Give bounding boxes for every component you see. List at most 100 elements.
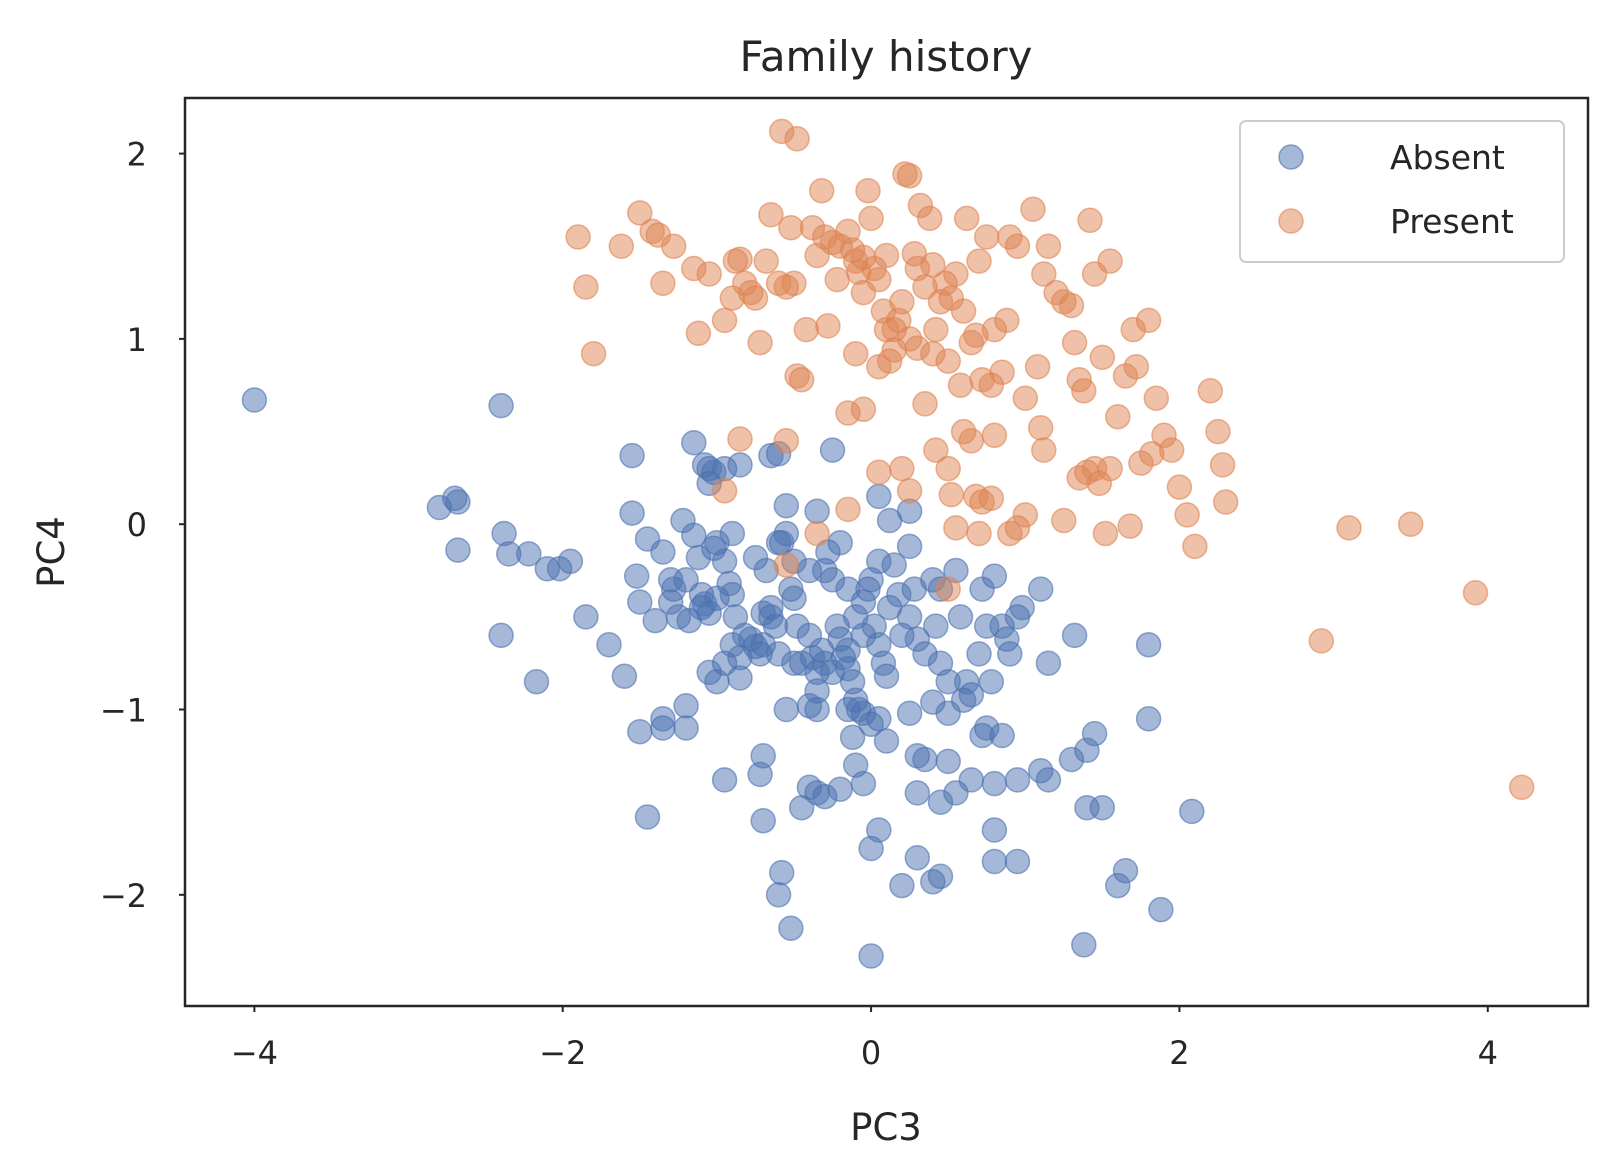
point-absent-23: [619, 442, 645, 469]
point-present-75: [973, 224, 1000, 250]
point-present-146: [1097, 455, 1123, 482]
point-absent-166: [896, 700, 923, 726]
point-present-1: [784, 126, 810, 152]
point-present-82: [1012, 385, 1039, 411]
x-axis-label: PC3: [850, 1106, 922, 1149]
point-absent-118: [1009, 594, 1035, 621]
point-present-113: [1212, 489, 1239, 515]
legend-marker-absent: [1278, 144, 1304, 170]
point-absent-135: [866, 548, 892, 575]
point-present-93: [1077, 207, 1103, 234]
point-present-150: [773, 428, 800, 454]
point-present-108: [1174, 502, 1200, 528]
point-absent-92: [873, 663, 900, 689]
point-absent-1: [488, 392, 514, 419]
point-absent-147: [804, 498, 830, 524]
point-absent-26: [627, 589, 653, 615]
point-present-109: [1182, 533, 1208, 560]
point-absent-213: [1112, 857, 1139, 884]
point-absent-177: [935, 748, 961, 775]
point-absent-198: [788, 794, 815, 821]
point-absent-203: [858, 943, 884, 969]
point-present-134: [981, 422, 1008, 449]
point-present-157: [873, 242, 900, 269]
point-absent-182: [866, 817, 892, 843]
point-absent-217: [1071, 932, 1097, 958]
point-present-116: [773, 552, 800, 578]
point-absent-216: [1179, 798, 1205, 825]
point-present-86: [1035, 233, 1062, 259]
point-present-139: [1031, 437, 1057, 463]
point-present-90: [1061, 329, 1088, 356]
point-absent-175: [981, 770, 1008, 797]
point-absent-150: [758, 594, 784, 621]
point-absent-184: [904, 845, 931, 871]
point-absent-121: [1061, 622, 1088, 649]
point-present-12: [685, 320, 712, 347]
point-absent-197: [850, 770, 877, 797]
point-absent-21: [673, 693, 699, 719]
point-present-110: [1197, 378, 1224, 404]
point-absent-29: [650, 539, 676, 565]
point-present-67: [943, 261, 969, 287]
point-present-85: [1031, 261, 1057, 287]
point-present-149: [935, 576, 961, 602]
point-present-9: [650, 270, 676, 297]
y-tick-label: −2: [100, 877, 147, 915]
point-absent-11: [557, 548, 584, 575]
point-present-17: [727, 246, 753, 272]
point-absent-4: [445, 489, 471, 515]
point-absent-109: [966, 641, 992, 667]
point-absent-20: [634, 804, 661, 830]
point-present-35: [815, 313, 841, 339]
point-absent-206: [1035, 767, 1062, 793]
point-absent-143: [866, 483, 892, 510]
point-present-120: [866, 459, 892, 486]
point-absent-154: [835, 637, 861, 663]
point-absent-188: [981, 848, 1008, 875]
point-absent-158: [796, 693, 823, 719]
point-absent-179: [927, 789, 954, 815]
point-present-126: [938, 481, 965, 508]
point-present-151: [866, 353, 892, 380]
point-present-81: [1004, 233, 1031, 259]
point-present-21: [747, 329, 773, 356]
point-present-96: [1097, 248, 1123, 274]
point-absent-25: [623, 563, 650, 589]
point-present-44: [855, 177, 881, 204]
point-present-10: [660, 233, 687, 259]
point-present-148: [835, 496, 861, 523]
points-layer: [241, 118, 1535, 969]
legend-marker-present: [1278, 208, 1304, 234]
point-absent-176: [989, 722, 1015, 749]
point-absent-142: [819, 437, 846, 463]
point-present-145: [1092, 520, 1119, 547]
point-absent-156: [850, 622, 877, 649]
point-present-159: [1336, 515, 1362, 541]
point-absent-204: [1004, 767, 1031, 793]
x-tick-label: −4: [231, 1034, 278, 1072]
point-absent-16: [611, 663, 638, 689]
point-absent-128: [765, 529, 792, 556]
point-present-13: [696, 261, 722, 287]
point-present-62: [923, 316, 949, 343]
x-tick-label: 4: [1478, 1034, 1498, 1072]
point-absent-127: [742, 544, 769, 571]
point-absent-209: [1081, 720, 1108, 747]
point-present-114: [727, 426, 753, 452]
point-present-92: [1071, 378, 1097, 404]
series-present: [565, 118, 1535, 801]
point-absent-17: [627, 718, 653, 745]
point-present-60: [916, 205, 943, 232]
point-present-104: [1143, 385, 1170, 411]
point-absent-146: [773, 492, 800, 519]
point-absent-124: [688, 594, 715, 621]
point-absent-180: [904, 780, 931, 806]
point-present-161: [1462, 580, 1489, 606]
point-present-20: [742, 285, 769, 311]
point-absent-187: [981, 817, 1008, 843]
point-present-122: [896, 478, 923, 504]
point-present-55: [896, 163, 923, 189]
point-absent-131: [812, 557, 838, 584]
